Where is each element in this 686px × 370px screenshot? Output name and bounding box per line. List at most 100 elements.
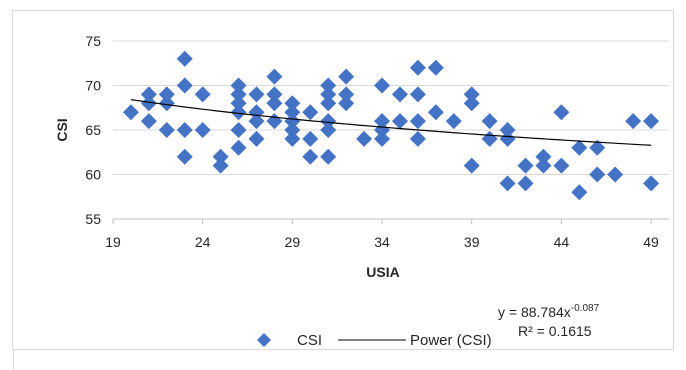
data-point xyxy=(517,175,534,192)
gridlines xyxy=(113,40,669,175)
data-point xyxy=(391,86,408,103)
data-point xyxy=(499,122,516,138)
data-point xyxy=(140,113,157,130)
data-points xyxy=(122,50,660,201)
data-point xyxy=(409,130,426,147)
data-point xyxy=(140,95,157,112)
data-point xyxy=(266,68,283,85)
data-point xyxy=(284,122,301,138)
data-point xyxy=(571,139,588,156)
data-point xyxy=(320,148,337,165)
data-point xyxy=(391,113,408,130)
data-point xyxy=(158,86,175,103)
data-point xyxy=(409,113,426,130)
data-point xyxy=(589,166,606,183)
data-point xyxy=(643,113,660,130)
data-point xyxy=(463,157,480,174)
data-point xyxy=(230,139,247,156)
data-point xyxy=(589,139,606,156)
data-point xyxy=(320,95,337,112)
data-point xyxy=(625,113,642,130)
data-point xyxy=(284,130,301,147)
legend-label-csi: CSI xyxy=(297,332,322,349)
data-point xyxy=(607,166,624,183)
data-point xyxy=(212,157,229,174)
data-point xyxy=(320,122,337,138)
data-point xyxy=(194,86,211,103)
data-point xyxy=(158,95,175,112)
data-point xyxy=(266,86,283,103)
data-point xyxy=(176,148,193,165)
data-point xyxy=(427,59,444,76)
data-point xyxy=(374,130,391,147)
data-point xyxy=(356,130,373,147)
y-tick-label: 55 xyxy=(85,211,101,227)
data-point xyxy=(302,104,319,121)
data-point xyxy=(481,113,498,130)
legend-label-power: Power (CSI) xyxy=(410,332,492,349)
chart-frame xyxy=(12,10,674,350)
data-point xyxy=(266,95,283,112)
data-point xyxy=(284,95,301,112)
data-point xyxy=(302,130,319,147)
legend-diamond-marker xyxy=(257,333,271,347)
data-point xyxy=(248,113,265,130)
data-point xyxy=(320,77,337,94)
data-point xyxy=(176,77,193,94)
svg-text:y = 88.784x-0.087: y = 88.784x-0.087 xyxy=(498,303,600,320)
equation-exponent: -0.087 xyxy=(571,303,600,314)
data-point xyxy=(122,104,139,121)
x-tick-labels: 19 24 29 34 39 44 49 xyxy=(105,234,659,250)
y-tick-label: 60 xyxy=(85,167,101,183)
data-point xyxy=(409,86,426,103)
data-point xyxy=(212,148,229,165)
data-point xyxy=(409,59,426,76)
data-point xyxy=(230,104,247,121)
data-point xyxy=(643,175,660,192)
data-point xyxy=(248,86,265,103)
r-squared-text: R² = 0.1615 xyxy=(518,323,592,339)
y-tick-label: 75 xyxy=(85,33,101,49)
data-point xyxy=(374,122,391,138)
y-tick-labels: 55 60 65 70 75 xyxy=(85,33,101,227)
x-tick-label: 34 xyxy=(374,234,390,250)
divider xyxy=(13,350,14,370)
x-tick-label: 44 xyxy=(554,234,570,250)
data-point xyxy=(230,95,247,112)
data-point xyxy=(176,50,193,67)
x-tick-label: 49 xyxy=(643,234,659,250)
data-point xyxy=(427,104,444,121)
data-point xyxy=(463,95,480,112)
data-point xyxy=(248,130,265,147)
data-point xyxy=(230,77,247,94)
trendline-path xyxy=(130,99,652,146)
data-point xyxy=(445,113,462,130)
data-point xyxy=(481,130,498,147)
data-point xyxy=(571,184,588,201)
data-point xyxy=(499,130,516,147)
x-tick-label: 39 xyxy=(464,234,480,250)
data-point xyxy=(374,77,391,94)
data-point xyxy=(338,95,355,112)
data-point xyxy=(176,122,193,138)
y-axis-title: CSI xyxy=(54,118,70,141)
data-point xyxy=(194,122,211,138)
data-point xyxy=(320,113,337,130)
data-point xyxy=(499,175,516,192)
axes xyxy=(112,218,669,224)
y-tick-label: 70 xyxy=(85,78,101,94)
data-point xyxy=(284,113,301,130)
trendline xyxy=(130,99,652,146)
data-point xyxy=(535,148,552,165)
data-point xyxy=(463,86,480,103)
data-point xyxy=(284,104,301,121)
trendline-equation: y = 88.784x-0.087 R² = 0.1615 xyxy=(498,303,600,339)
x-tick-label: 19 xyxy=(105,234,121,250)
data-point xyxy=(553,157,570,174)
data-point xyxy=(535,157,552,174)
data-point xyxy=(266,113,283,130)
data-point xyxy=(302,148,319,165)
data-point xyxy=(140,86,157,103)
data-point xyxy=(230,122,247,138)
